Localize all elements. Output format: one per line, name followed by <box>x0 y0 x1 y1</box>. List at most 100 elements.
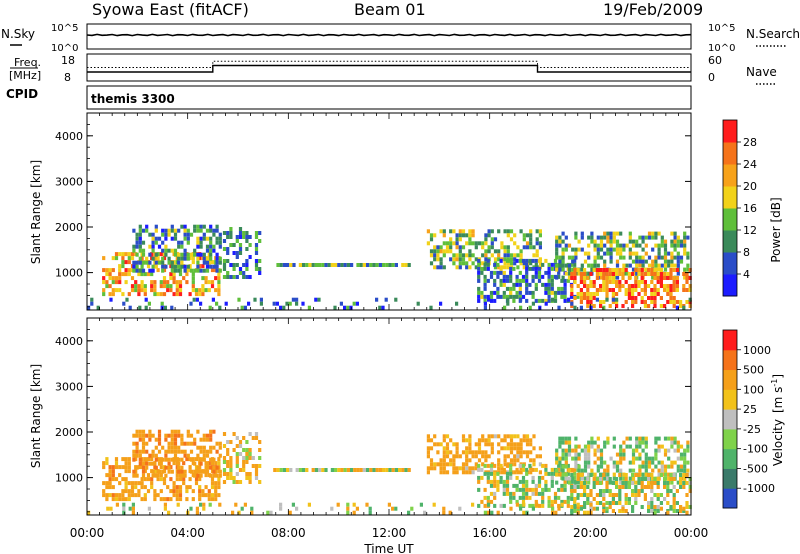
data-cell <box>455 233 459 238</box>
data-cell <box>132 248 136 253</box>
data-cell <box>615 464 620 469</box>
data-cell <box>679 239 684 244</box>
data-cell <box>673 235 677 240</box>
data-cell <box>602 502 606 507</box>
data-cell <box>518 294 522 299</box>
data-cell <box>499 278 503 283</box>
data-cell <box>634 493 638 497</box>
data-cell <box>105 272 109 277</box>
data-cell <box>672 509 676 513</box>
data-cell <box>480 294 484 299</box>
data-cell <box>240 506 244 511</box>
data-cell <box>291 502 295 507</box>
data-cell <box>138 449 142 454</box>
data-cell <box>679 304 683 308</box>
data-cell <box>455 470 459 475</box>
data-cell <box>659 268 663 272</box>
data-cell <box>321 468 325 472</box>
data-cell <box>172 276 176 281</box>
data-cell <box>529 438 533 443</box>
data-cell <box>624 268 628 272</box>
data-cell <box>198 465 202 470</box>
data-cell <box>193 224 197 229</box>
data-cell <box>592 292 596 296</box>
data-cell <box>525 282 529 287</box>
data-cell <box>666 276 670 280</box>
data-cell <box>593 448 597 453</box>
data-cell <box>579 506 583 511</box>
data-cell <box>638 452 642 457</box>
data-cell <box>647 263 652 268</box>
data-cell <box>564 271 568 276</box>
data-cell <box>688 485 692 489</box>
data-cell <box>108 292 112 297</box>
data-cell <box>502 487 506 492</box>
data-cell <box>490 253 494 258</box>
data-cell <box>186 232 190 237</box>
data-cell <box>627 485 631 489</box>
data-cell <box>226 472 230 476</box>
data-cell <box>621 272 625 276</box>
data-cell <box>132 433 136 438</box>
data-cell <box>210 485 215 490</box>
data-cell <box>172 489 176 494</box>
data-cell <box>170 449 174 454</box>
data-cell <box>638 444 642 449</box>
data-cell <box>515 278 519 283</box>
data-cell <box>311 263 315 267</box>
data-cell <box>461 257 466 262</box>
data-cell <box>534 483 538 488</box>
data-cell <box>515 502 519 507</box>
data-cell <box>688 297 692 302</box>
x-tick-label: 04:00 <box>170 526 205 540</box>
data-cell <box>105 473 109 478</box>
data-cell <box>258 267 262 271</box>
data-cell <box>673 263 677 268</box>
data-cell <box>676 440 680 445</box>
data-cell <box>337 468 341 472</box>
data-cell <box>577 480 581 485</box>
data-cell <box>353 468 357 472</box>
data-cell <box>515 499 519 504</box>
data-cell <box>468 233 472 238</box>
data-cell <box>154 252 158 257</box>
data-cell <box>667 259 671 264</box>
data-cell <box>185 272 189 277</box>
data-cell <box>515 258 519 263</box>
data-cell <box>654 263 658 268</box>
data-cell <box>595 477 599 481</box>
data-cell <box>579 481 583 485</box>
data-cell <box>490 450 494 455</box>
data-cell <box>121 465 125 470</box>
data-cell <box>235 239 239 243</box>
data-cell <box>502 503 506 508</box>
data-cell <box>631 456 636 461</box>
data-cell <box>172 485 176 490</box>
data-cell <box>215 264 219 269</box>
data-cell <box>442 229 446 234</box>
data-cell <box>242 263 246 267</box>
data-cell <box>388 263 392 267</box>
data-cell <box>222 259 227 263</box>
data-cell <box>199 252 203 257</box>
data-cell <box>583 505 587 509</box>
data-cell <box>512 282 516 287</box>
data-cell <box>170 248 174 253</box>
data-cell <box>679 452 684 457</box>
data-cell <box>611 300 615 304</box>
data-cell <box>537 503 542 508</box>
data-cell <box>663 436 668 441</box>
data-cell <box>525 454 530 459</box>
data-cell <box>245 460 249 464</box>
data-cell <box>509 463 513 468</box>
cpid-frame <box>86 85 692 110</box>
data-cell <box>519 450 523 455</box>
data-cell <box>449 237 453 242</box>
data-cell <box>106 506 110 511</box>
data-cell <box>679 485 683 489</box>
data-cell <box>127 493 131 498</box>
data-cell <box>612 472 616 477</box>
data-cell <box>647 509 651 513</box>
data-cell <box>682 288 686 292</box>
power-y-axis-label: Slant Range [km] <box>29 160 43 264</box>
